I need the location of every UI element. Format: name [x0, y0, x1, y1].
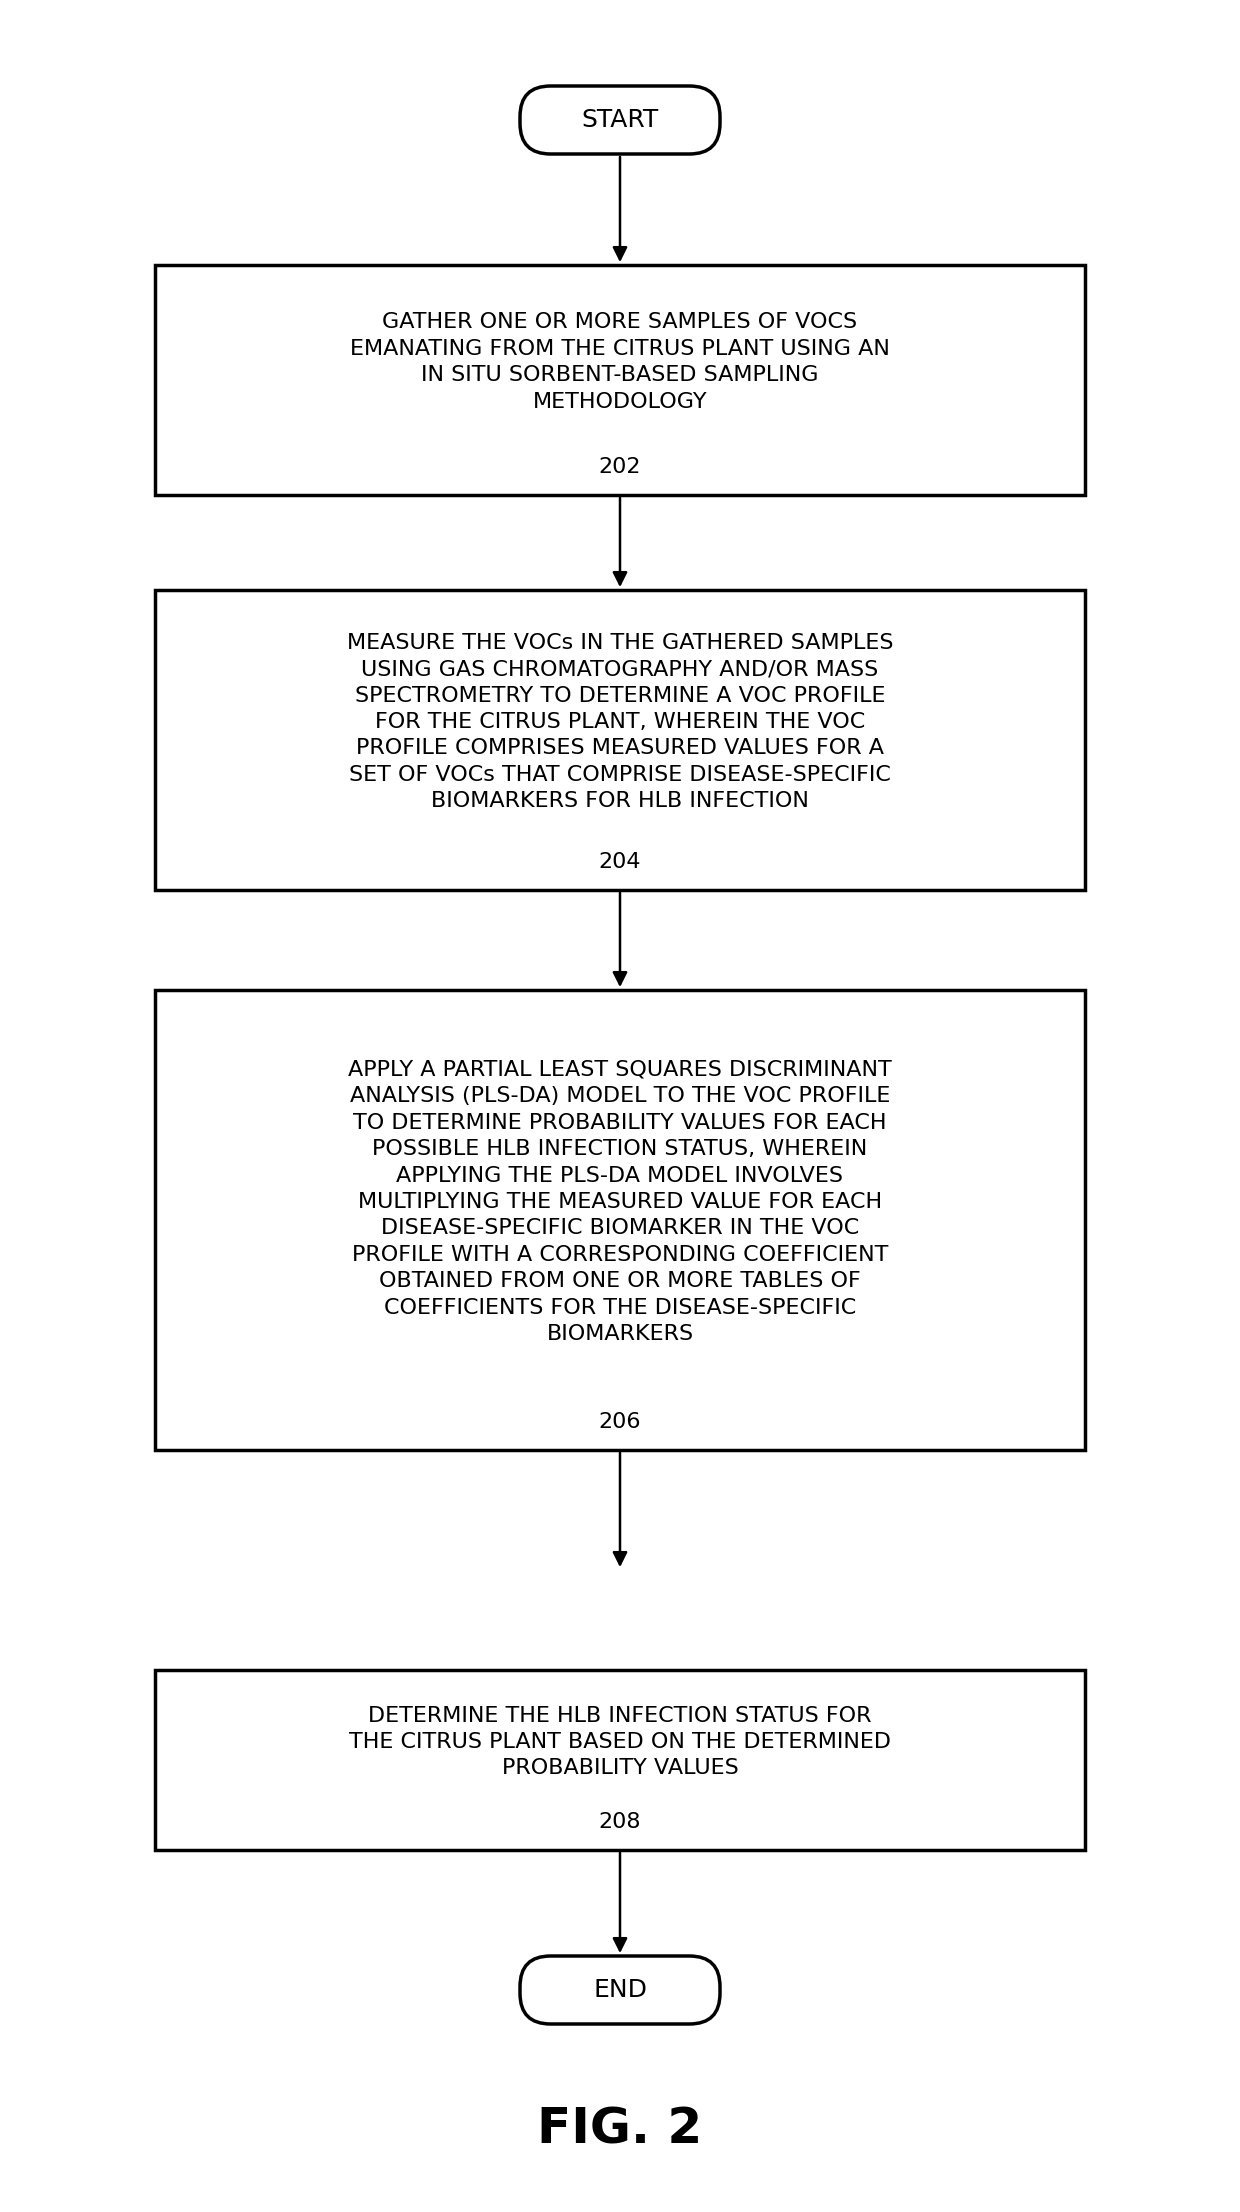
Text: START: START	[582, 108, 658, 133]
Text: 202: 202	[599, 458, 641, 478]
FancyBboxPatch shape	[520, 86, 720, 155]
Text: 208: 208	[599, 1812, 641, 1832]
FancyBboxPatch shape	[155, 1670, 1085, 1849]
FancyBboxPatch shape	[520, 1955, 720, 2024]
Text: 204: 204	[599, 852, 641, 872]
Text: DETERMINE THE HLB INFECTION STATUS FOR
THE CITRUS PLANT BASED ON THE DETERMINED
: DETERMINE THE HLB INFECTION STATUS FOR T…	[348, 1705, 892, 1778]
Text: 206: 206	[599, 1411, 641, 1431]
Text: MEASURE THE VOCs IN THE GATHERED SAMPLES
USING GAS CHROMATOGRAPHY AND/OR MASS
SP: MEASURE THE VOCs IN THE GATHERED SAMPLES…	[347, 633, 893, 812]
FancyBboxPatch shape	[155, 591, 1085, 889]
FancyBboxPatch shape	[155, 265, 1085, 495]
Text: END: END	[593, 1978, 647, 2002]
Text: APPLY A PARTIAL LEAST SQUARES DISCRIMINANT
ANALYSIS (PLS-DA) MODEL TO THE VOC PR: APPLY A PARTIAL LEAST SQUARES DISCRIMINA…	[348, 1060, 892, 1345]
Text: GATHER ONE OR MORE SAMPLES OF VOCS
EMANATING FROM THE CITRUS PLANT USING AN
IN S: GATHER ONE OR MORE SAMPLES OF VOCS EMANA…	[350, 312, 890, 411]
FancyBboxPatch shape	[155, 991, 1085, 1451]
Text: FIG. 2: FIG. 2	[537, 2106, 703, 2154]
